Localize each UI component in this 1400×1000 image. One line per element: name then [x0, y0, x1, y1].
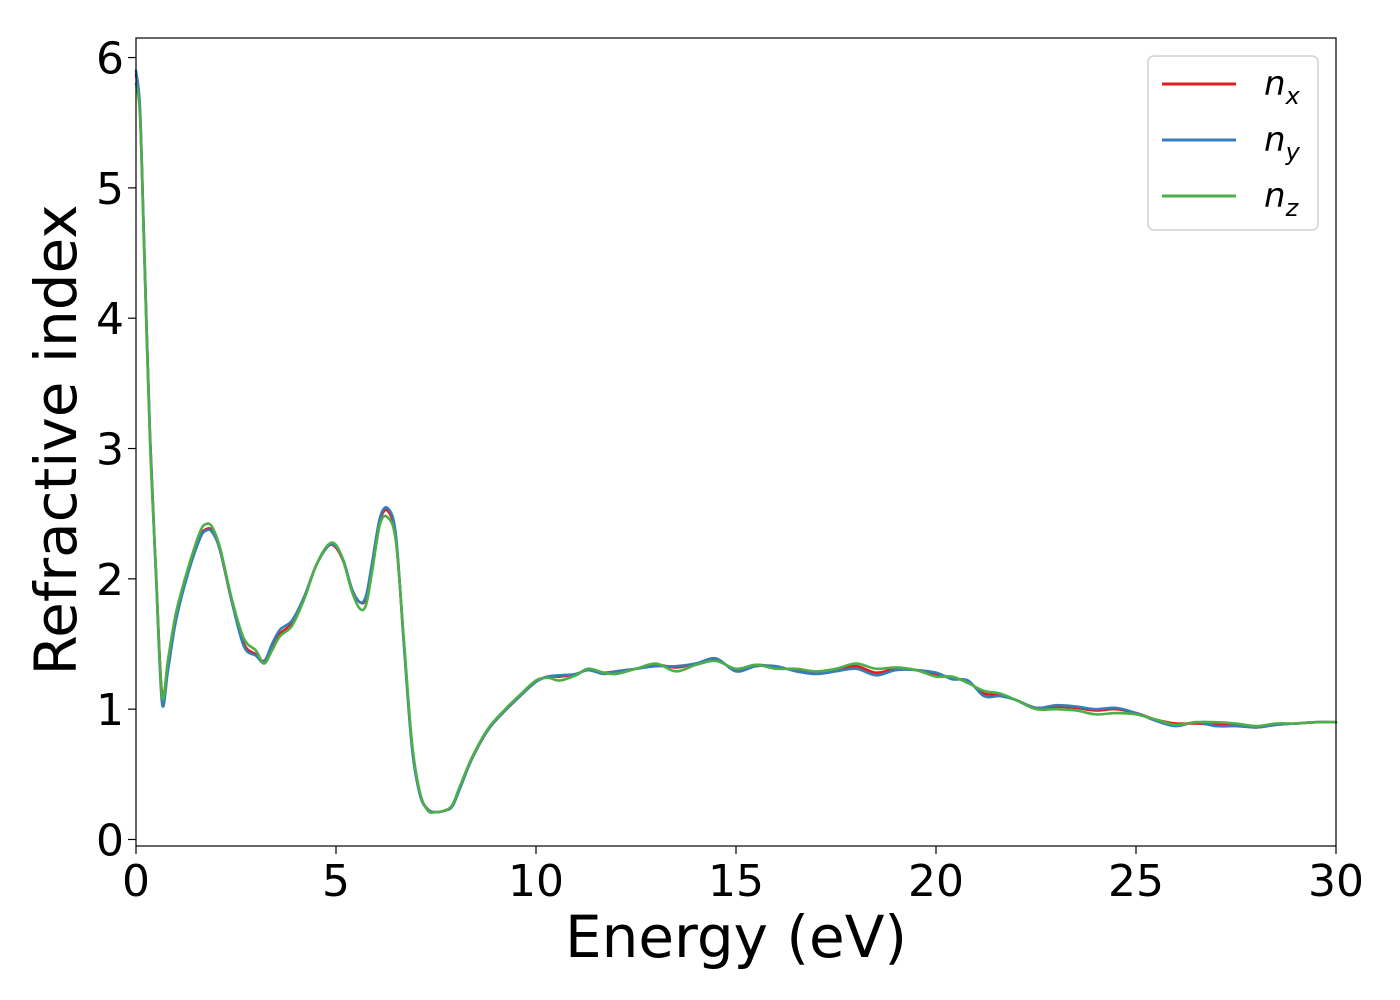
legend-label-subscript: y [1285, 138, 1301, 166]
legend-label-base: n [1264, 120, 1286, 160]
y-tick-label: 4 [96, 294, 124, 345]
legend-box [1147, 55, 1319, 231]
legend-label-nx: nx [1264, 64, 1301, 110]
legend-label-subscript: z [1285, 194, 1300, 222]
y-axis-label: Refractive index [22, 204, 90, 675]
x-tick-label: 30 [1308, 856, 1364, 907]
legend-label-base: n [1264, 64, 1286, 104]
x-tick-label: 0 [122, 856, 150, 907]
series-line-nz [134, 82, 1338, 814]
x-tick-label: 15 [708, 856, 764, 907]
plot-area [134, 69, 1338, 814]
y-tick-label: 1 [96, 685, 124, 736]
y-axis-ticks: 0 1 2 3 4 5 6 [96, 34, 136, 866]
x-tick-label: 20 [908, 856, 964, 907]
y-tick-label: 5 [96, 164, 124, 215]
y-tick-label: 2 [96, 555, 124, 606]
x-axis-label: Energy (eV) [565, 903, 907, 971]
legend-label-base: n [1264, 176, 1286, 216]
x-axis-ticks: 0 5 10 15 20 25 30 [122, 846, 1364, 907]
legend-label-nz: nz [1264, 176, 1300, 222]
legend-label-subscript: x [1285, 82, 1301, 110]
x-tick-label: 5 [322, 856, 350, 907]
y-tick-label: 3 [96, 425, 124, 476]
y-tick-label: 6 [96, 34, 124, 85]
y-tick-label: 0 [96, 815, 124, 866]
x-tick-label: 25 [1108, 856, 1164, 907]
legend-label-ny: ny [1264, 120, 1301, 166]
x-tick-label: 10 [508, 856, 564, 907]
